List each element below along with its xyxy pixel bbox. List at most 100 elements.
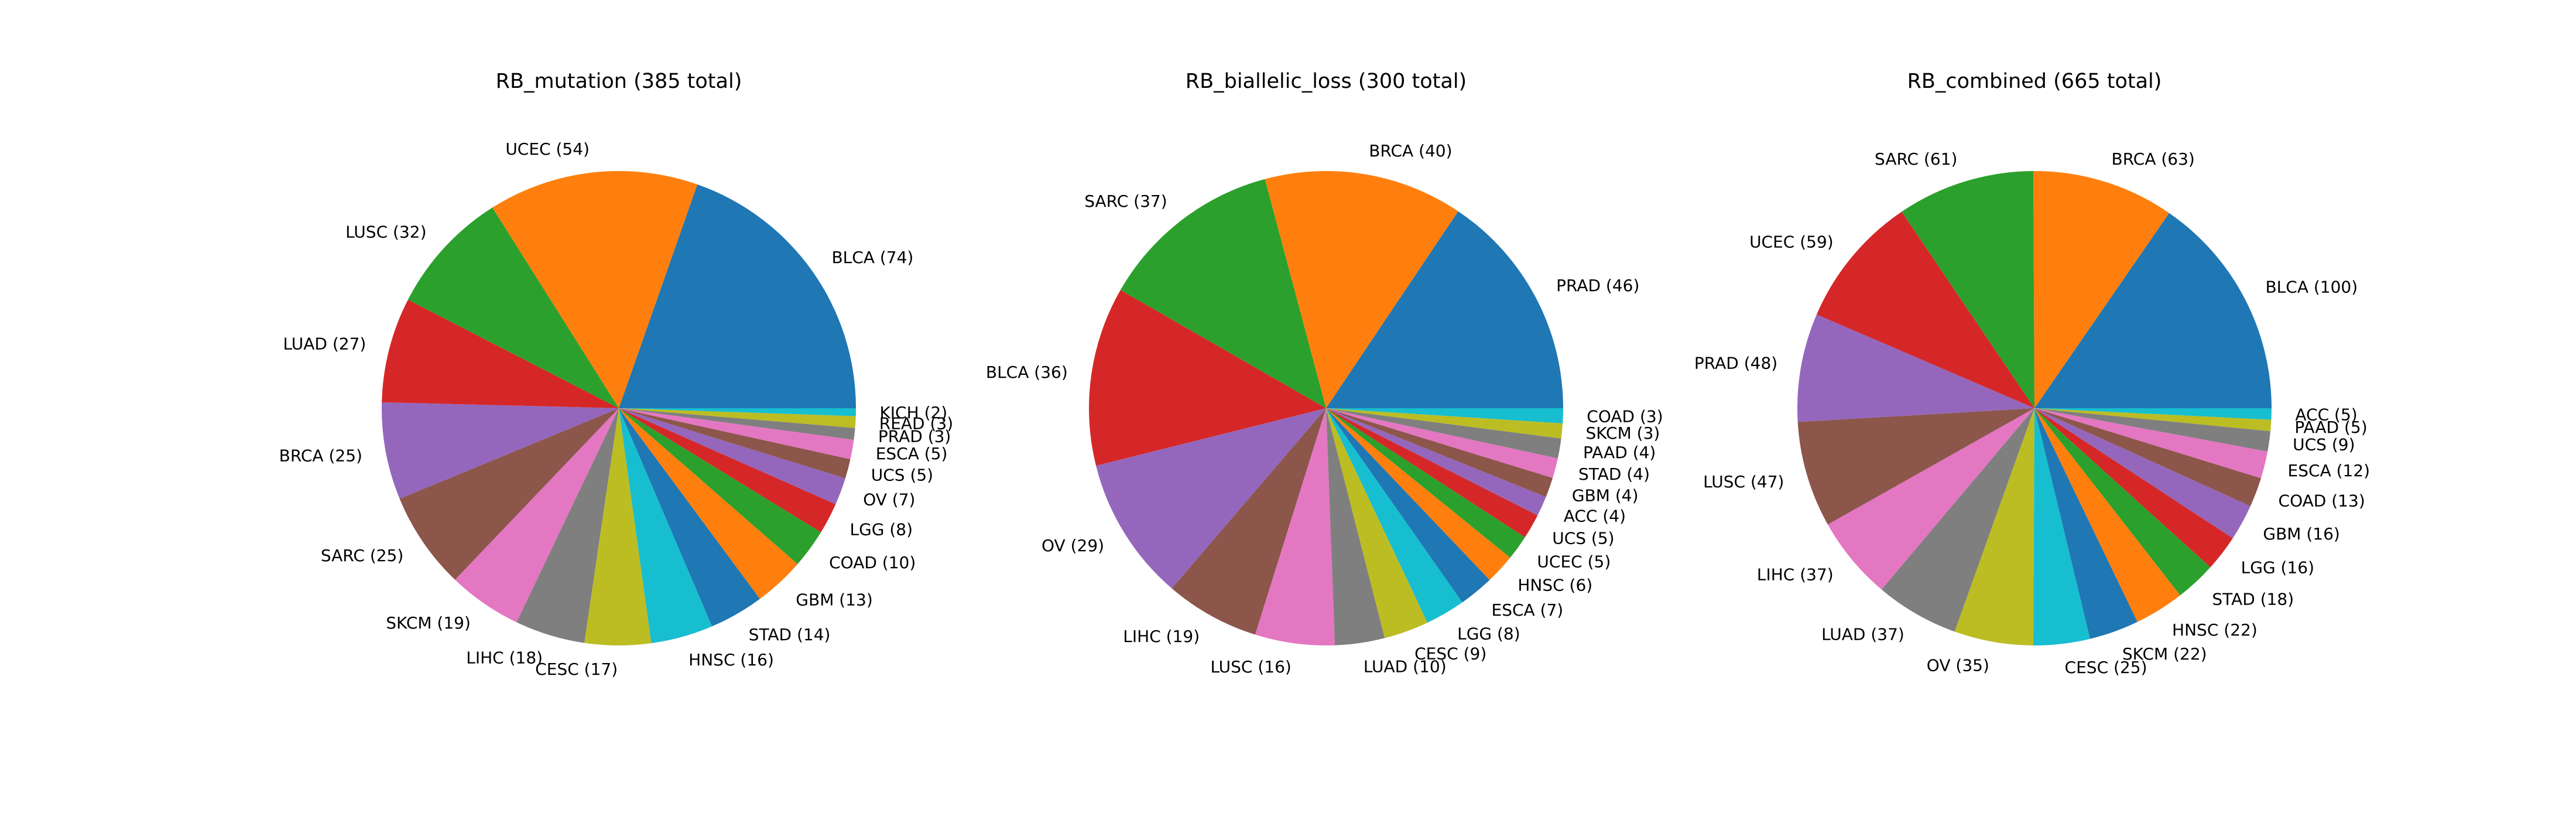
pie-slice-ucs: [2034, 408, 2271, 452]
pie-slice-paad: [1326, 408, 1561, 459]
slice-label-luad: LUAD (37): [1821, 625, 1904, 644]
pie-slice-ov: [619, 408, 845, 504]
slice-label-gbm: GBM (13): [796, 590, 872, 610]
slice-label-coad: COAD (10): [829, 553, 916, 572]
slice-label-hnsc: HNSC (16): [688, 650, 774, 669]
pie-slice-read: [619, 408, 856, 428]
pie-slice-blca: [619, 184, 856, 408]
slice-label-paad: PAAD (4): [1583, 443, 1656, 462]
pie-slice-stad: [619, 408, 761, 627]
slice-label-acc: ACC (4): [1564, 507, 1626, 526]
pie-slice-brca: [2033, 170, 2170, 408]
slice-label-ov: OV (7): [863, 490, 915, 510]
slice-label-sarc: SARC (61): [1875, 149, 1957, 169]
chart-title-biallelic-loss: RB_biallelic_loss (300 total): [1186, 70, 1467, 93]
slice-label-stad: STAD (18): [2212, 590, 2294, 609]
slice-label-stad: STAD (14): [749, 625, 831, 644]
wedges-combined: [1797, 170, 2272, 646]
slice-label-ucec: UCEC (59): [1749, 233, 1834, 252]
pie-slice-hnsc: [2034, 408, 2180, 622]
wedges-mutation: [382, 171, 856, 646]
pie-slice-prad: [1326, 211, 1563, 408]
slice-label-ucs: UCS (5): [871, 465, 933, 484]
slice-label-hnsc: HNSC (6): [1517, 576, 1592, 595]
slice-label-lusc: LUSC (32): [345, 223, 426, 242]
pie-slice-ucs: [1326, 408, 1538, 538]
pie-slice-cesc: [584, 408, 652, 646]
pie-slice-acc: [2034, 408, 2272, 420]
slice-label-blca: BLCA (100): [2265, 277, 2358, 296]
pie-slice-skcm: [455, 408, 619, 623]
slice-label-cesc: CESC (9): [1414, 644, 1486, 664]
pie-slice-hnsc: [1326, 408, 1510, 580]
slice-label-gbm: GBM (4): [1572, 486, 1639, 505]
pie-slice-hnsc: [619, 408, 712, 644]
slice-label-gbm: GBM (16): [2263, 524, 2339, 544]
pie-slice-sarc: [1902, 171, 2034, 408]
pie-slice-coad: [1326, 408, 1563, 423]
slice-label-sarc: SARC (37): [1084, 192, 1167, 211]
slice-label-skcm: SKCM (22): [2122, 644, 2207, 664]
slice-label-ucec: UCEC (54): [505, 139, 590, 159]
pie-slice-esca: [2034, 408, 2268, 479]
slice-label-lgg: LGG (16): [2241, 558, 2314, 578]
pie-slice-kich: [619, 408, 856, 416]
pie-slice-cesc: [2033, 408, 2091, 646]
slice-label-blca: BLCA (74): [831, 248, 913, 267]
slice-label-sarc: SARC (25): [321, 546, 403, 565]
slice-label-lusc: LUSC (47): [1703, 472, 1784, 491]
slice-label-coad: COAD (13): [2279, 491, 2365, 510]
slice-label-ucs: UCS (9): [2293, 435, 2355, 455]
slice-label-prad: PRAD (3): [878, 427, 951, 446]
slice-label-coad: COAD (3): [1587, 407, 1663, 426]
slice-label-brca: BRCA (25): [279, 446, 362, 466]
slice-label-paad: PAAD (5): [2294, 418, 2367, 437]
chart-title-combined: RB_combined (665 total): [1907, 70, 2162, 93]
slice-label-luad: LUAD (10): [1364, 657, 1447, 676]
pie-slice-ov: [1954, 408, 2034, 645]
pie-slice-esca: [619, 408, 854, 460]
pie-slice-lusc: [407, 207, 619, 408]
slice-label-prad: PRAD (46): [1556, 276, 1639, 295]
pie-slice-paad: [2034, 408, 2272, 432]
pie-slice-blca: [1089, 290, 1326, 466]
slice-label-prad: PRAD (48): [1694, 353, 1777, 373]
slice-label-lusc: LUSC (16): [1210, 657, 1291, 676]
pie-slice-ucs: [619, 408, 851, 479]
labels-mutation: BLCA (74) UCEC (54) LUSC (32) LUAD (27) BRCA…: [279, 139, 954, 679]
pie-slice-luad: [1326, 408, 1385, 645]
pie-slice-coad: [619, 408, 821, 565]
slice-label-blca: BLCA (36): [986, 363, 1068, 382]
pie-slice-brca: [1265, 171, 1458, 408]
pie-slice-stad: [2034, 408, 2211, 596]
pie-slice-lihc: [516, 408, 619, 643]
pie-slice-lgg: [619, 408, 836, 532]
slice-label-lgg: LGG (8): [849, 520, 913, 539]
slice-label-brca: BRCA (40): [1369, 141, 1452, 160]
slice-label-esca: ESCA (12): [2288, 461, 2371, 480]
pie-slice-ucec: [492, 171, 698, 408]
pie-slice-gbm: [1326, 408, 1553, 497]
pie-slice-ov: [1096, 408, 1326, 589]
pie-slice-prad: [619, 408, 855, 440]
slice-label-lgg: LGG (8): [1457, 624, 1520, 644]
pie-slice-ucec: [1816, 211, 2034, 408]
pie-slice-blca: [2034, 213, 2272, 408]
pie-slice-skcm: [1326, 408, 1563, 439]
pie-slice-luad: [382, 299, 619, 408]
slice-label-skcm: SKCM (19): [386, 613, 471, 633]
pie-slice-brca: [382, 402, 619, 499]
pie-slice-stad: [1326, 408, 1558, 478]
slice-label-ov: OV (29): [1042, 536, 1104, 555]
slice-label-luad: LUAD (27): [283, 334, 366, 353]
slice-label-cesc: CESC (17): [535, 660, 618, 679]
pie-slice-gbm: [2034, 408, 2250, 538]
slice-label-read: READ (3): [879, 414, 953, 433]
slice-label-esca: ESCA (5): [876, 444, 948, 463]
slice-label-esca: ESCA (7): [1492, 600, 1564, 620]
pie-slice-cesc: [1326, 408, 1428, 638]
slice-label-ov: OV (35): [1927, 655, 1989, 675]
pie-chart-combined: RB_combined (665 total) BLCA (100) BRCA (…: [1694, 70, 2370, 677]
slice-label-acc: ACC (5): [2295, 405, 2357, 424]
